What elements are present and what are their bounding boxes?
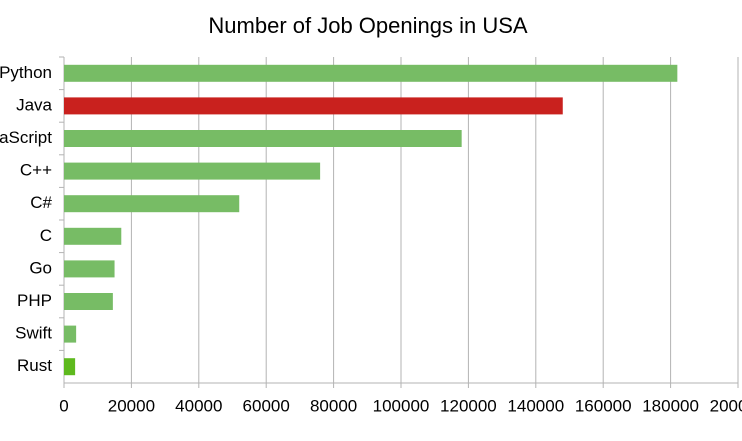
x-tick-label: 140000 bbox=[507, 396, 564, 415]
y-tick-label: Swift bbox=[15, 324, 52, 343]
y-tick-label: PHP bbox=[17, 291, 52, 310]
x-tick-label: 80000 bbox=[310, 396, 357, 415]
y-tick-label: Java bbox=[16, 95, 52, 114]
y-tick-label: C# bbox=[30, 193, 52, 212]
x-tick-label: 180000 bbox=[642, 396, 699, 415]
bar bbox=[64, 195, 240, 213]
chart-title: Number of Job Openings in USA bbox=[208, 13, 527, 38]
bar bbox=[64, 260, 115, 278]
bar bbox=[64, 64, 678, 82]
x-tick-label: 120000 bbox=[440, 396, 497, 415]
bar bbox=[64, 358, 76, 376]
x-tick-label: 40000 bbox=[175, 396, 222, 415]
bar bbox=[64, 293, 113, 310]
bar bbox=[64, 97, 563, 115]
y-tick-label: C++ bbox=[20, 161, 52, 180]
y-tick-label: Go bbox=[29, 258, 52, 277]
bar bbox=[64, 130, 462, 147]
y-tick-label: C bbox=[40, 226, 52, 245]
y-tick-label: JavaScript bbox=[0, 128, 52, 147]
bar bbox=[64, 162, 321, 180]
x-tick-label: 0 bbox=[59, 396, 68, 415]
y-tick-label: Rust bbox=[17, 356, 52, 375]
x-tick-label: 200000 bbox=[710, 396, 742, 415]
x-tick-label: 100000 bbox=[373, 396, 430, 415]
x-tick-label: 60000 bbox=[243, 396, 290, 415]
x-tick-label: 160000 bbox=[575, 396, 632, 415]
x-tick-label: 20000 bbox=[108, 396, 155, 415]
bar bbox=[64, 227, 122, 245]
bar bbox=[64, 325, 77, 343]
y-tick-label: Python bbox=[0, 63, 52, 82]
